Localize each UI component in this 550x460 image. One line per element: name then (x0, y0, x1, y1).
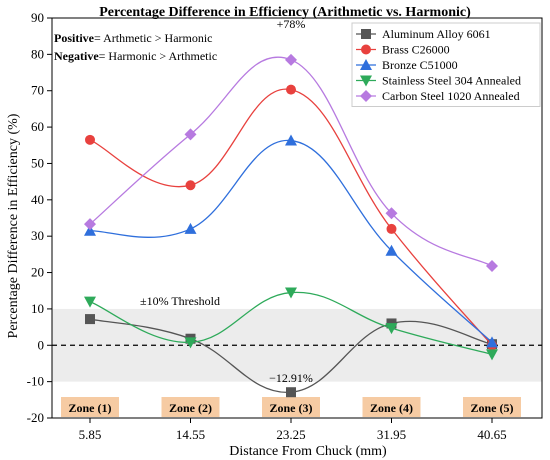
data-point-brass-c26000 (386, 223, 397, 234)
x-tick-label: 14.55 (176, 427, 205, 442)
y-tick-label: -20 (27, 410, 44, 425)
zone-box (161, 397, 220, 417)
data-point-carbon-steel-1020-annealed (385, 207, 398, 220)
positive-note: Positive= Arthmetic > Harmonic (54, 31, 213, 45)
legend-entry: Aluminum Alloy 6061 (382, 27, 491, 41)
legend-box (351, 22, 541, 107)
zone-label: Zone (4) (370, 401, 413, 415)
zone-label: Zone (5) (471, 401, 514, 415)
data-point-brass-c26000 (286, 84, 296, 95)
zone-box (262, 397, 320, 417)
legend-entry: Brass C26000 (382, 43, 450, 57)
y-tick-label: -10 (27, 374, 44, 389)
x-tick-label: 40.65 (477, 427, 506, 442)
y-tick-label: 10 (31, 301, 44, 316)
negative-note-text: = Harmonic > Arthmetic (99, 49, 218, 63)
data-point-brass-c26000 (85, 134, 95, 145)
data-point-bronze-c51000 (84, 224, 96, 236)
data-point-carbon-steel-1020-annealed (285, 53, 297, 66)
y-tick-label: 80 (31, 46, 44, 61)
data-point-aluminum-alloy-6061 (85, 314, 95, 325)
y-tick-label: 60 (31, 119, 44, 134)
trough-annotation: −12.91% (269, 371, 313, 385)
zone-box (362, 397, 421, 417)
data-point-bronze-c51000 (184, 222, 197, 234)
x-tick-label: 5.85 (79, 427, 102, 442)
data-point-aluminum-alloy-6061 (286, 387, 296, 398)
y-tick-label: 20 (31, 265, 44, 280)
zone-box (463, 397, 521, 417)
data-point-carbon-steel-1020-annealed (486, 260, 498, 272)
plot-area: -20 -10 0 10 20 30 40 50 60 70 80 90 5.85 14.55 23.25 3… (27, 10, 543, 442)
peak-annotation: +78% (277, 17, 306, 31)
y-tick-label: 40 (31, 192, 44, 207)
y-tick-label: 70 (31, 83, 44, 98)
chart-title: Percentage Difference in Efficiency (Ari… (99, 5, 471, 20)
negative-note-label: Negative (54, 49, 99, 63)
data-point-carbon-steel-1020-annealed (84, 218, 96, 231)
negative-note: Negative= Harmonic > Arthmetic (54, 49, 217, 63)
data-point-stainless-steel-304-annealed (486, 349, 498, 361)
data-point-stainless-steel-304-annealed (184, 337, 197, 349)
data-point-stainless-steel-304-annealed (385, 323, 398, 335)
y-tick-label: 50 (31, 155, 44, 170)
legend-swatch-marker (360, 75, 372, 87)
positive-note-text: = Arthmetic > Harmonic (94, 31, 213, 45)
data-point-bronze-c51000 (285, 134, 297, 146)
legend-swatch-marker (360, 59, 372, 70)
legend-entry: Bronze C51000 (382, 58, 458, 72)
legend-swatch-marker (361, 44, 371, 55)
x-tick-label: 23.25 (276, 427, 305, 442)
y-tick-label: 0 (38, 337, 45, 352)
x-axis-label: Distance From Chuck (mm) (229, 444, 387, 459)
zone-label: Zone (3) (270, 401, 313, 415)
y-axis-label: Percentage Difference in Efficiency (%) (6, 113, 21, 338)
data-point-bronze-c51000 (486, 336, 498, 348)
sign-notes: Positive= Arthmetic > Harmonic Negative=… (54, 31, 217, 63)
data-point-stainless-steel-304-annealed (84, 296, 96, 308)
plot-frame (51, 17, 543, 419)
zone-label: Zone (1) (69, 401, 112, 415)
legend-swatch-marker (361, 29, 371, 39)
data-point-carbon-steel-1020-annealed (184, 128, 197, 141)
x-tick-label: 31.95 (377, 427, 406, 442)
y-tick-label: 30 (31, 228, 44, 243)
legend-swatch-marker (360, 90, 372, 102)
legend-entry: Stainless Steel 304 Annealed (382, 74, 521, 88)
data-point-brass-c26000 (185, 180, 196, 191)
data-point-bronze-c51000 (385, 244, 398, 256)
data-point-stainless-steel-304-annealed (285, 287, 297, 299)
zone-label: Zone (2) (169, 401, 212, 415)
positive-note-label: Positive (54, 31, 95, 45)
zone-box (61, 397, 119, 417)
threshold-label: ±10% Threshold (140, 294, 220, 308)
legend-entry: Carbon Steel 1020 Annealed (382, 89, 520, 103)
y-tick-label: 90 (31, 10, 44, 25)
